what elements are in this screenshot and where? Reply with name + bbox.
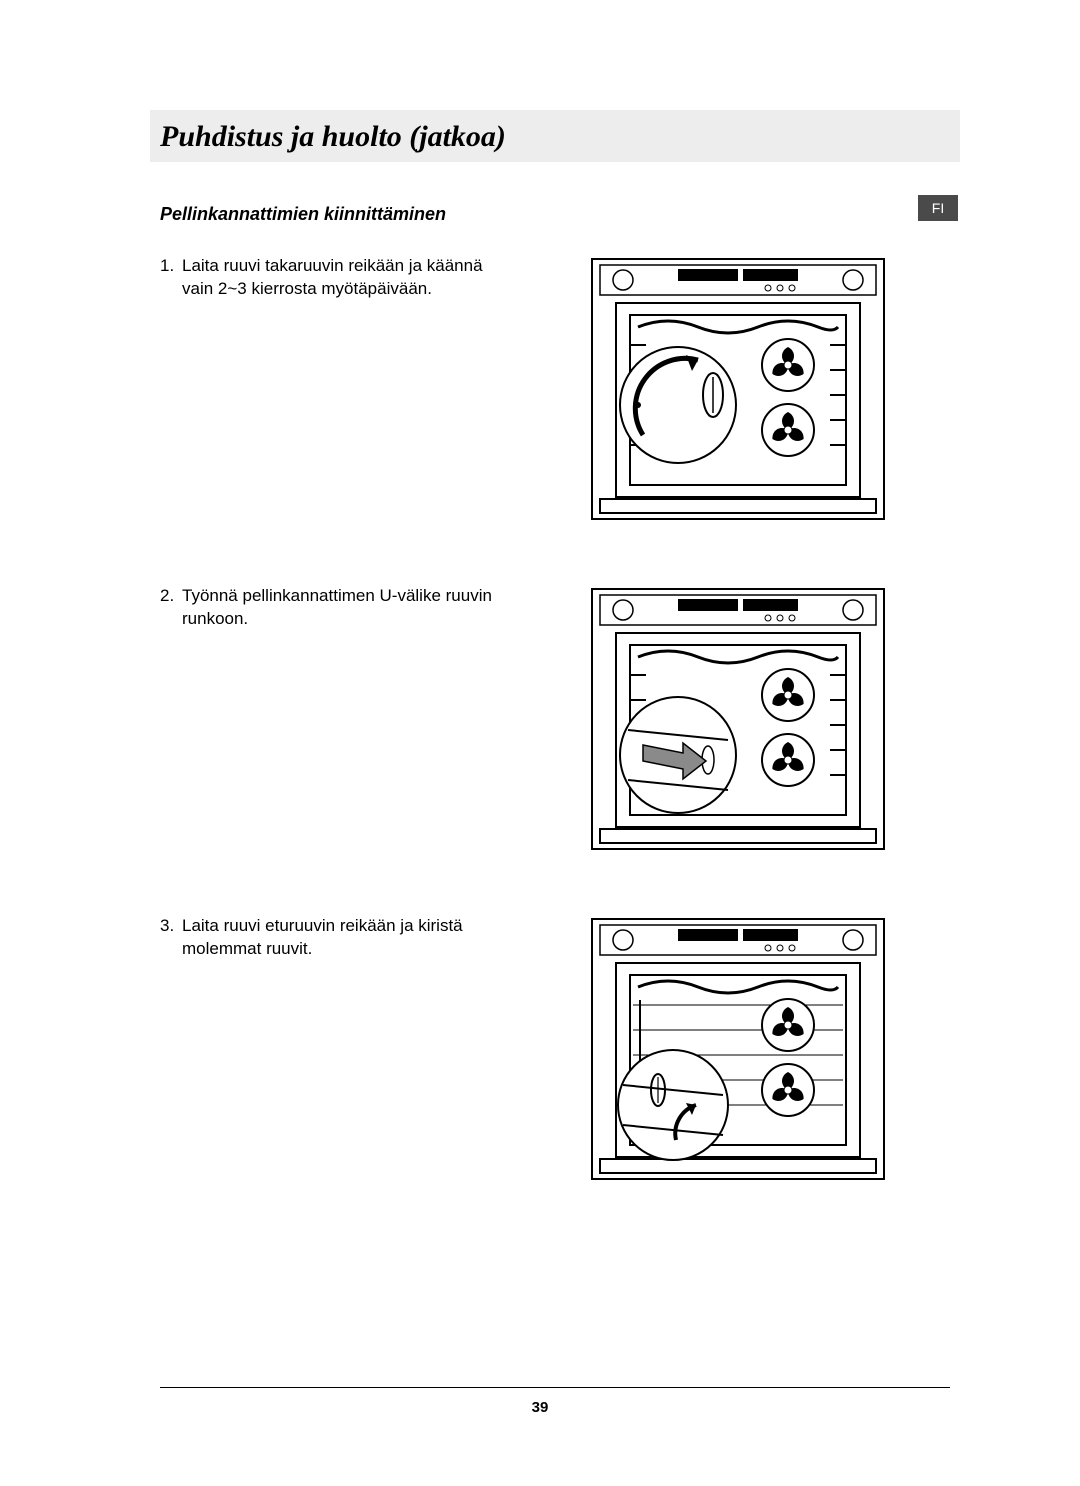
oven-diagram-3 bbox=[588, 915, 888, 1185]
step-text: 1. Laita ruuvi takaruuvin reikään ja kää… bbox=[160, 255, 525, 301]
oven-diagram-1 bbox=[588, 255, 888, 525]
steps-list: 1. Laita ruuvi takaruuvin reikään ja kää… bbox=[160, 255, 950, 1185]
step-text: 2. Työnnä pellinkannattimen U-välike ruu… bbox=[160, 585, 525, 631]
step-number: 3. bbox=[160, 915, 182, 961]
step-number: 2. bbox=[160, 585, 182, 631]
step-figure bbox=[525, 255, 950, 525]
title-bar: Puhdistus ja huolto (jatkoa) bbox=[150, 110, 960, 162]
language-badge: FI bbox=[918, 195, 958, 221]
step-body: Laita ruuvi takaruuvin reikään ja käännä… bbox=[182, 255, 507, 301]
step-number: 1. bbox=[160, 255, 182, 301]
section-subheading: Pellinkannattimien kiinnittäminen bbox=[160, 204, 950, 225]
oven-diagram-2 bbox=[588, 585, 888, 855]
step-figure bbox=[525, 585, 950, 855]
footer-rule bbox=[160, 1387, 950, 1388]
step-figure bbox=[525, 915, 950, 1185]
step-text: 3. Laita ruuvi eturuuvin reikään ja kiri… bbox=[160, 915, 525, 961]
step-row: 2. Työnnä pellinkannattimen U-välike ruu… bbox=[160, 585, 950, 855]
page-number: 39 bbox=[0, 1399, 1080, 1416]
step-row: 3. Laita ruuvi eturuuvin reikään ja kiri… bbox=[160, 915, 950, 1185]
step-row: 1. Laita ruuvi takaruuvin reikään ja kää… bbox=[160, 255, 950, 525]
page-title: Puhdistus ja huolto (jatkoa) bbox=[150, 120, 506, 153]
step-body: Työnnä pellinkannattimen U-välike ruuvin… bbox=[182, 585, 507, 631]
step-body: Laita ruuvi eturuuvin reikään ja kiristä… bbox=[182, 915, 507, 961]
